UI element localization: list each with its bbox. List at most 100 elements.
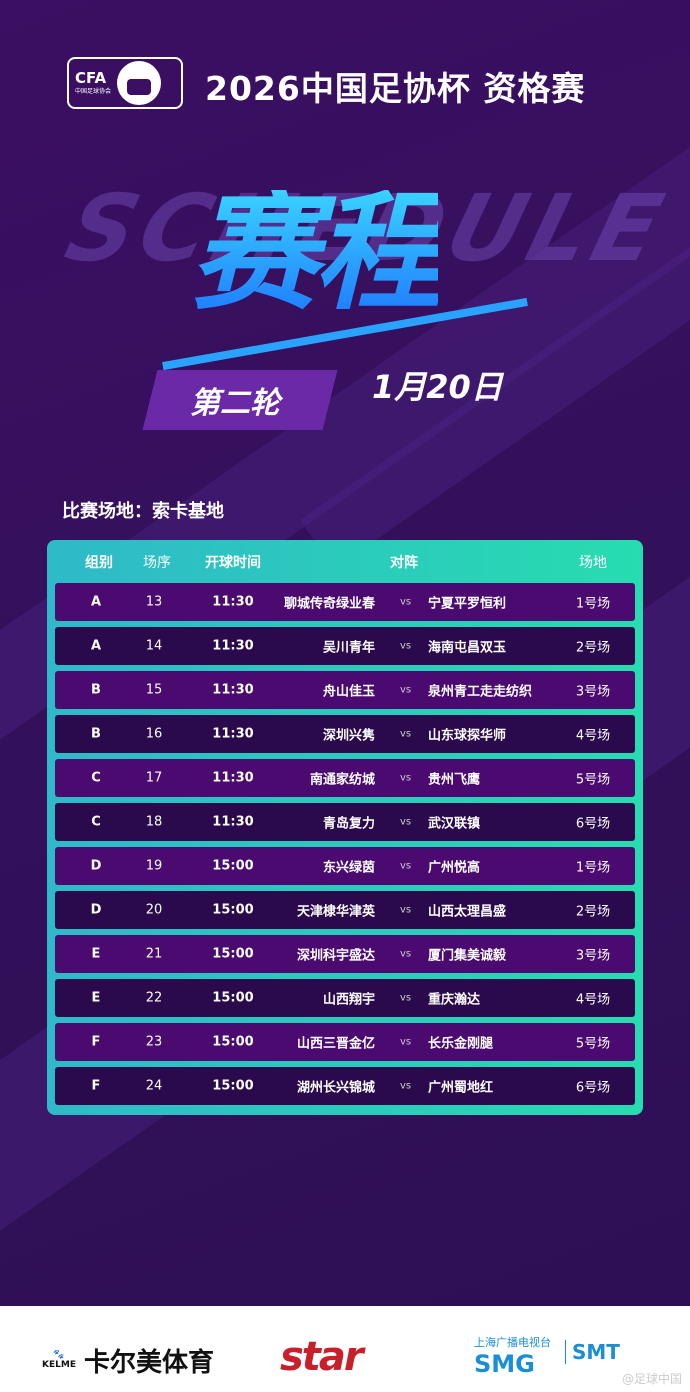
- kickoff-time: 11:30: [212, 726, 254, 742]
- kickoff-time: 15:00: [212, 1034, 254, 1050]
- group-cell: C: [91, 770, 101, 786]
- match-number: 16: [145, 726, 163, 742]
- vs-label: vs: [400, 684, 412, 696]
- kickoff-time: 11:30: [212, 638, 254, 654]
- vs-label: vs: [400, 992, 412, 1004]
- kickoff-time: 11:30: [212, 682, 254, 698]
- home-team: 湖州长兴锦城: [296, 1080, 375, 1096]
- away-team: 长乐金刚腿: [428, 1036, 494, 1052]
- group-cell: E: [91, 946, 101, 962]
- header-pitch: 场地: [579, 554, 607, 571]
- home-team: 天津棣华津英: [296, 904, 375, 920]
- vs-label: vs: [400, 816, 412, 828]
- table-row: D 19 15:00 东兴绿茵 vs 广州悦高 1号场: [55, 847, 635, 885]
- away-team: 贵州飞鹰: [428, 772, 481, 788]
- match-date: 1月20日: [372, 368, 503, 406]
- table-row: E 22 15:00 山西翔宇 vs 重庆瀚达 4号场: [55, 979, 635, 1017]
- pitch-cell: 1号场: [575, 860, 611, 876]
- kickoff-time: 15:00: [212, 902, 254, 918]
- away-team: 泉州青工走走纺织: [428, 684, 533, 700]
- home-team: 聊城传奇绿业春: [283, 596, 375, 612]
- match-number: 17: [145, 770, 163, 786]
- pitch-cell: 5号场: [575, 1036, 611, 1052]
- pitch-cell: 5号场: [575, 772, 611, 788]
- home-team: 青岛复力: [322, 816, 375, 832]
- kickoff-time: 11:30: [212, 814, 254, 830]
- vs-label: vs: [400, 596, 412, 608]
- pitch-cell: 6号场: [575, 816, 611, 832]
- match-number: 13: [145, 594, 163, 610]
- home-team: 舟山佳玉: [322, 684, 375, 700]
- away-team: 厦门集美诚毅: [428, 948, 507, 964]
- table-header: 组别 场序 开球时间 对阵 场地: [55, 540, 635, 583]
- schedule-table: 组别 场序 开球时间 对阵 场地 A 13 11:30 聊城传奇绿业春 vs 宁夏平罗恒利…: [47, 540, 643, 1115]
- match-number: 14: [145, 638, 163, 654]
- header-num: 场序: [143, 554, 171, 571]
- schedule-title: 赛程: [190, 179, 442, 328]
- group-cell: C: [91, 814, 101, 830]
- vs-label: vs: [400, 1036, 412, 1048]
- table-row: F 23 15:00 山西三晋金亿 vs 长乐金刚腿 5号场: [55, 1023, 635, 1061]
- star-logo: star: [280, 1334, 364, 1380]
- kelme-logo: 🐾 KELME 卡尔美体育: [42, 1348, 214, 1378]
- group-cell: B: [91, 682, 101, 698]
- kickoff-time: 15:00: [212, 1078, 254, 1094]
- away-team: 山东球探华师: [428, 728, 507, 744]
- table-row: A 14 11:30 吴川青年 vs 海南屯昌双玉 2号场: [55, 627, 635, 665]
- vs-label: vs: [400, 860, 412, 872]
- home-team: 深圳兴隽: [322, 728, 375, 744]
- pitch-cell: 3号场: [575, 948, 611, 964]
- away-team: 武汉联镇: [428, 816, 481, 832]
- cfa-logo: CFA 中国足球协会: [67, 57, 183, 109]
- home-team: 山西翔宇: [322, 992, 375, 1008]
- match-number: 18: [145, 814, 163, 830]
- venue-label: 比赛场地：索卡基地: [62, 501, 224, 522]
- smt-logo: SMT: [565, 1340, 620, 1364]
- away-team: 广州蜀地红: [428, 1080, 494, 1096]
- sponsor-footer: 🐾 KELME 卡尔美体育 star 上海广播电视台 SMG SMT @足球中国: [0, 1306, 690, 1392]
- pitch-cell: 1号场: [575, 596, 611, 612]
- group-cell: E: [91, 990, 101, 1006]
- pitch-cell: 3号场: [575, 684, 611, 700]
- home-team: 南通家纺城: [309, 772, 375, 788]
- smg-logo: 上海广播电视台 SMG: [474, 1336, 551, 1378]
- vs-label: vs: [400, 1080, 412, 1092]
- paw-icon: 🐾: [53, 1349, 65, 1360]
- kickoff-time: 15:00: [212, 946, 254, 962]
- away-team: 重庆瀚达: [428, 992, 481, 1008]
- group-cell: D: [90, 902, 102, 918]
- table-row: C 18 11:30 青岛复力 vs 武汉联镇 6号场: [55, 803, 635, 841]
- kickoff-time: 15:00: [212, 858, 254, 874]
- group-cell: B: [91, 726, 101, 742]
- kickoff-time: 11:30: [212, 770, 254, 786]
- match-number: 23: [145, 1034, 163, 1050]
- table-row: D 20 15:00 天津棣华津英 vs 山西太理昌盛 2号场: [55, 891, 635, 929]
- home-team: 东兴绿茵: [322, 860, 375, 876]
- group-cell: D: [90, 858, 102, 874]
- pitch-cell: 4号场: [575, 728, 611, 744]
- away-team: 宁夏平罗恒利: [428, 596, 507, 612]
- away-team: 山西太理昌盛: [428, 904, 507, 920]
- home-team: 吴川青年: [322, 640, 375, 656]
- watermark: @足球中国: [621, 1372, 682, 1386]
- page-title: 2026中国足协杯 资格赛: [205, 69, 586, 108]
- table-row: B 16 11:30 深圳兴隽 vs 山东球探华师 4号场: [55, 715, 635, 753]
- kickoff-time: 15:00: [212, 990, 254, 1006]
- match-number: 15: [145, 682, 163, 698]
- away-team: 广州悦高: [428, 860, 481, 876]
- away-team: 海南屯昌双玉: [428, 640, 507, 656]
- pitch-cell: 6号场: [575, 1080, 611, 1096]
- table-row: F 24 15:00 湖州长兴锦城 vs 广州蜀地红 6号场: [55, 1067, 635, 1105]
- group-cell: F: [91, 1034, 101, 1050]
- home-team: 山西三晋金亿: [296, 1036, 375, 1052]
- pitch-cell: 4号场: [575, 992, 611, 1008]
- match-number: 21: [145, 946, 163, 962]
- match-number: 20: [145, 902, 163, 918]
- table-row: E 21 15:00 深圳科宇盛达 vs 厦门集美诚毅 3号场: [55, 935, 635, 973]
- match-number: 22: [145, 990, 163, 1006]
- match-number: 24: [145, 1078, 163, 1094]
- table-row: A 13 11:30 聊城传奇绿业春 vs 宁夏平罗恒利 1号场: [55, 583, 635, 621]
- header-group: 组别: [85, 554, 113, 571]
- vs-label: vs: [400, 772, 412, 784]
- match-number: 19: [145, 858, 163, 874]
